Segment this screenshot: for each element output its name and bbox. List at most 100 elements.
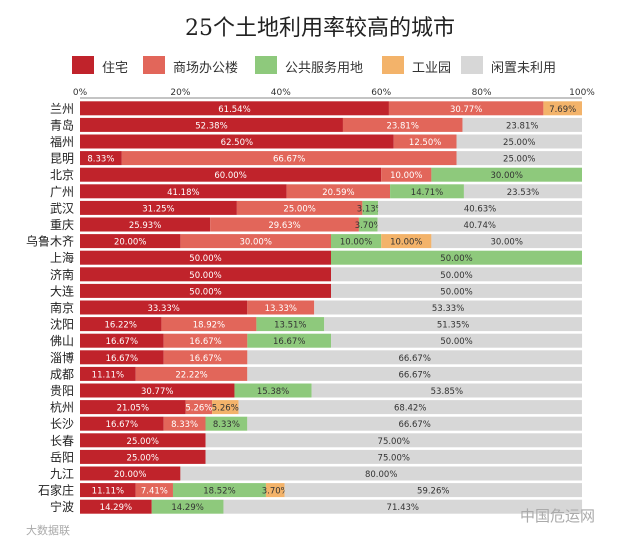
data-label: 23.81% [386, 121, 418, 131]
data-label: 13.33% [265, 304, 297, 314]
watermark-right: 中国危运网 [520, 507, 596, 525]
category-label: 淄博 [50, 350, 74, 365]
bar-segment [163, 350, 248, 365]
bar-segment [362, 200, 379, 215]
data-label: 15.38% [257, 387, 289, 397]
data-label: 16.67% [189, 337, 221, 347]
bar-segment [265, 483, 285, 498]
watermark-left: 大数据联 [26, 524, 70, 537]
data-label: 25.93% [129, 221, 161, 231]
bar-segment [462, 117, 582, 132]
data-label: 66.67% [398, 354, 430, 364]
data-label: 14.71% [411, 188, 443, 198]
data-label: 13.51% [274, 321, 306, 331]
data-label: 12.50% [409, 138, 441, 148]
legend-swatch [72, 56, 94, 74]
bar-segment [80, 234, 181, 249]
category-label: 北京 [50, 168, 74, 182]
bar-segment [80, 333, 164, 348]
category-label: 福州 [50, 134, 74, 149]
bar-segment [234, 383, 312, 398]
x-tick-label: 60% [371, 88, 391, 98]
bar-segment [456, 151, 582, 166]
data-label: 59.26% [417, 487, 449, 497]
category-label: 宁波 [50, 499, 74, 514]
category-label: 佛山 [50, 334, 74, 348]
bar-segment [393, 134, 457, 149]
data-label: 50.00% [440, 254, 472, 264]
data-label: 10.00% [390, 171, 422, 181]
bar-segment [311, 383, 582, 398]
category-label: 广州 [50, 185, 74, 199]
bar-segment [205, 449, 582, 464]
data-label: 71.43% [387, 503, 419, 513]
data-label: 16.67% [273, 337, 305, 347]
bar-segment [212, 400, 239, 415]
bar-segment [80, 283, 331, 298]
x-tick-label: 40% [271, 88, 291, 98]
data-label: 66.67% [398, 420, 430, 430]
bar-segment [180, 234, 331, 249]
legend-label: 工业园 [412, 61, 452, 76]
data-label: 40.63% [464, 204, 496, 214]
bar-segment [390, 184, 464, 199]
chart-title: 25个土地利用率较高的城市 [185, 16, 455, 41]
data-label: 75.00% [378, 437, 410, 447]
category-label: 沈阳 [50, 317, 74, 332]
bar-segment [205, 433, 582, 448]
data-label: 61.54% [218, 105, 250, 115]
x-tick-label: 80% [472, 88, 492, 98]
bar-segment [80, 267, 331, 282]
category-label: 上海 [50, 250, 74, 265]
bar-segment [378, 200, 583, 215]
bar-segment [431, 234, 582, 249]
bar-segment [80, 483, 136, 498]
data-label: 30.00% [490, 171, 522, 181]
category-label: 昆明 [50, 152, 74, 166]
bar-segment [80, 217, 211, 232]
data-label: 20.00% [114, 238, 146, 248]
legend-label: 闲置未利用 [491, 61, 557, 76]
x-tick-label: 100% [569, 88, 595, 98]
data-label: 66.67% [398, 370, 430, 380]
bar-segment [331, 234, 382, 249]
category-label: 杭州 [50, 400, 74, 415]
bar-segment [377, 217, 582, 232]
category-label: 济南 [50, 267, 74, 282]
category-label: 贵阳 [50, 384, 74, 398]
data-label: 53.33% [432, 304, 464, 314]
data-label: 50.00% [189, 287, 221, 297]
data-label: 25.00% [283, 204, 315, 214]
bar-segment [135, 366, 248, 381]
legend-label: 公共服务用地 [285, 61, 364, 76]
data-label: 3.70% [262, 487, 289, 497]
category-label: 武汉 [50, 201, 74, 215]
bar-segment [151, 499, 224, 514]
data-label: 5.26% [185, 404, 212, 414]
data-label: 16.67% [106, 337, 138, 347]
bar-segment [463, 184, 583, 199]
category-label: 九江 [50, 467, 74, 481]
bar-segment [163, 333, 248, 348]
data-label: 62.50% [221, 138, 253, 148]
data-label: 16.67% [106, 354, 138, 364]
bar-segment [238, 400, 582, 415]
data-label: 11.11% [92, 487, 124, 497]
data-label: 3.13% [357, 204, 384, 214]
bar-segment [80, 117, 343, 132]
bar-segment [247, 366, 583, 381]
bar-segment [80, 350, 164, 365]
data-label: 29.63% [268, 221, 300, 231]
bar-segment [456, 134, 582, 149]
bar-segment [324, 317, 582, 332]
data-label: 66.67% [273, 155, 305, 165]
bar-segment [80, 499, 152, 514]
bar-segment [80, 101, 389, 116]
category-label: 乌鲁木齐 [26, 234, 74, 249]
bar-segment [80, 433, 206, 448]
data-label: 8.33% [171, 420, 198, 430]
bar-segment [431, 167, 582, 182]
legend-label: 住宅 [102, 61, 129, 76]
bar-segment [286, 184, 391, 199]
data-label: 21.05% [117, 404, 149, 414]
